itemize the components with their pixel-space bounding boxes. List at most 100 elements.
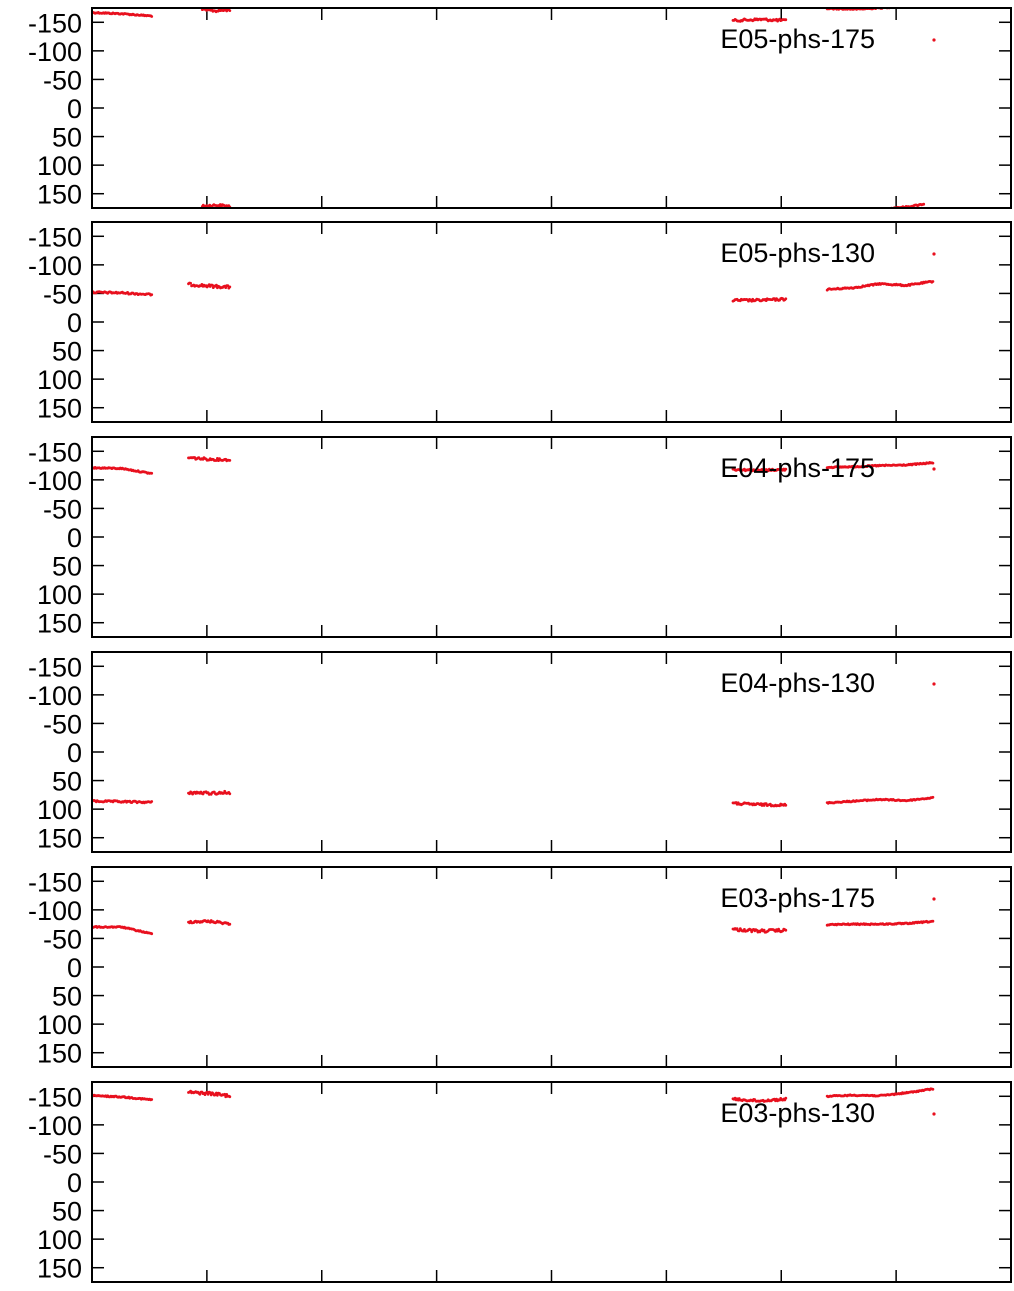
data-point: [228, 922, 232, 926]
y-tick-label: -50: [43, 1139, 82, 1169]
legend: E03-phs-130: [720, 1098, 936, 1128]
data-point: [218, 203, 222, 206]
y-tick-label: -150: [28, 437, 82, 467]
legend: E05-phs-130: [720, 238, 936, 268]
legend-label: E04-phs-175: [720, 453, 875, 483]
data-point: [208, 1091, 212, 1095]
data-point: [216, 457, 219, 460]
y-tick-label: -50: [43, 494, 82, 524]
series-points: [92, 8, 926, 208]
y-tick-label: 150: [37, 180, 82, 210]
y-tick-label: -150: [28, 867, 82, 897]
y-tick-label: 0: [67, 94, 82, 124]
y-tick-label: -150: [28, 8, 82, 38]
legend-label: E03-phs-175: [720, 883, 875, 913]
data-point: [735, 927, 739, 930]
data-point: [784, 467, 788, 471]
data-point: [228, 1095, 232, 1099]
data-point: [228, 9, 232, 13]
series-points: [92, 1087, 935, 1103]
data-point: [150, 293, 154, 296]
y-tick-label: 100: [37, 1010, 82, 1040]
data-point: [215, 1091, 218, 1095]
series-points: [92, 919, 935, 936]
y-tick-label: -100: [28, 896, 82, 926]
y-tick-label: 150: [37, 394, 82, 424]
y-tick-label: -100: [28, 466, 82, 496]
data-point: [931, 461, 935, 465]
data-point: [150, 471, 154, 475]
y-tick-label: -50: [43, 709, 82, 739]
y-tick-label: -100: [28, 1111, 82, 1141]
y-tick-label: 50: [52, 123, 82, 153]
legend-marker: [932, 682, 936, 686]
legend-marker: [932, 897, 936, 901]
y-tick-label: 150: [37, 824, 82, 854]
data-point: [931, 795, 935, 799]
data-point: [150, 800, 154, 803]
plot-frame: [91, 866, 1012, 1068]
series-points: [92, 789, 935, 808]
data-point: [922, 202, 926, 206]
data-point: [150, 15, 154, 18]
plot-frame: [91, 221, 1012, 423]
y-tick-label: 50: [52, 337, 82, 367]
y-tick-label: -100: [28, 37, 82, 67]
y-tick-label: 50: [52, 767, 82, 797]
data-point: [189, 281, 193, 285]
data-point: [737, 929, 741, 933]
data-point: [205, 1090, 209, 1094]
plot-frame: [91, 436, 1012, 638]
y-tick-label: 100: [37, 365, 82, 395]
legend-label: E05-phs-175: [720, 24, 875, 54]
data-point: [931, 1087, 935, 1091]
y-tick-label: -100: [28, 251, 82, 281]
data-point: [931, 919, 935, 923]
data-point: [784, 297, 788, 301]
y-tick-label: -50: [43, 924, 82, 954]
data-point: [223, 1092, 227, 1096]
data-point: [198, 1092, 202, 1096]
y-tick-label: -100: [28, 681, 82, 711]
legend: E05-phs-175: [720, 24, 936, 54]
plot-frame: [91, 1081, 1012, 1283]
plot-frame: [91, 7, 1012, 209]
y-tick-label: 0: [67, 738, 82, 768]
data-point: [206, 1092, 210, 1096]
data-point: [784, 928, 788, 932]
y-tick-label: 100: [37, 795, 82, 825]
legend-marker: [932, 1112, 936, 1116]
y-tick-label: 150: [37, 1039, 82, 1069]
y-tick-label: 100: [37, 1225, 82, 1255]
legend-marker: [932, 38, 936, 42]
y-tick-label: -50: [43, 279, 82, 309]
data-point: [228, 792, 232, 796]
data-point: [784, 18, 788, 22]
y-tick-label: 0: [67, 523, 82, 553]
series-points: [92, 456, 935, 475]
plot-frame: [91, 651, 1012, 853]
y-tick-label: 50: [52, 982, 82, 1012]
y-tick-label: -50: [43, 65, 82, 95]
legend: E03-phs-175: [720, 883, 936, 913]
legend-label: E04-phs-130: [720, 668, 875, 698]
data-point: [931, 280, 935, 283]
data-point: [228, 285, 232, 289]
data-point: [209, 1093, 213, 1097]
legend-marker: [932, 252, 936, 256]
legend-marker: [932, 467, 936, 471]
legend: E04-phs-130: [720, 668, 936, 698]
y-tick-label: 0: [67, 308, 82, 338]
data-point: [150, 932, 154, 936]
data-point: [784, 803, 788, 807]
y-tick-label: -150: [28, 652, 82, 682]
y-tick-label: 50: [52, 552, 82, 582]
series-points: [92, 280, 935, 303]
y-tick-label: -150: [28, 222, 82, 252]
